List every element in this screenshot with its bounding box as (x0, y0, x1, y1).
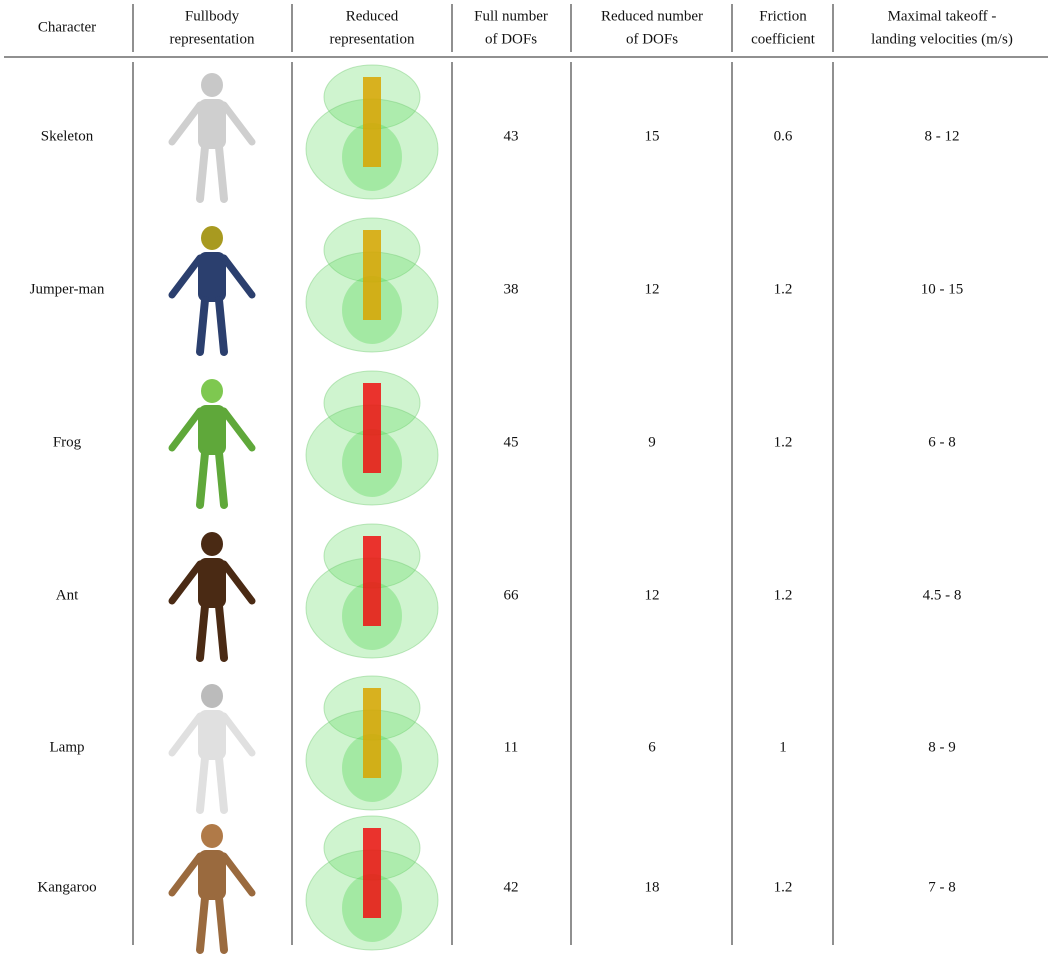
character-name: Lamp (50, 739, 85, 755)
figure-arm (220, 407, 256, 452)
reduced-image (305, 64, 439, 200)
reduced-image (305, 675, 439, 811)
figure-arm (168, 560, 204, 605)
figure-torso (198, 99, 226, 149)
figure-head (201, 226, 223, 250)
fullbody-image (168, 73, 256, 203)
character-name: Kangaroo (37, 879, 96, 895)
figure-arm (220, 560, 256, 605)
figure-torso (198, 558, 226, 608)
column-header: Character (38, 19, 96, 35)
table-cell: 0.6 (774, 128, 793, 144)
column-header: Maximal takeoff - (888, 8, 997, 24)
table-cell: 15 (645, 128, 660, 144)
fullbody-image (168, 379, 256, 509)
fullbody-image (168, 226, 256, 356)
column-header: of DOFs (485, 31, 537, 47)
figure-arm (220, 101, 256, 146)
table-cell: 12 (645, 587, 660, 603)
table-cell: 43 (504, 128, 519, 144)
column-header: Full number (474, 8, 548, 24)
table-cell: 1.2 (774, 434, 793, 450)
rigid-block (363, 688, 381, 778)
rigid-block (363, 536, 381, 626)
character-name: Jumper-man (30, 281, 105, 297)
table-cell: 6 - 8 (928, 434, 956, 450)
figure-leg (196, 449, 209, 509)
table-cell: 45 (504, 434, 519, 450)
figure-torso (198, 710, 226, 760)
table-cell: 1.2 (774, 281, 793, 297)
figure-leg (215, 143, 228, 203)
fullbody-image (168, 684, 256, 814)
figure-arm (220, 712, 256, 757)
table-cell: 1.2 (774, 879, 793, 895)
table-cell: 9 (648, 434, 656, 450)
figure-arm (168, 101, 204, 146)
figure-arm (168, 712, 204, 757)
fullbody-image (168, 824, 256, 954)
character-name: Ant (56, 587, 79, 603)
table-cell: 6 (648, 739, 656, 755)
column-separators (132, 4, 834, 945)
figure-arm (220, 254, 256, 299)
figure-leg (196, 754, 209, 814)
column-header: representation (330, 31, 415, 47)
rigid-block (363, 828, 381, 918)
reduced-image (305, 815, 439, 951)
figure-torso (198, 405, 226, 455)
column-header: Fullbody (185, 8, 240, 24)
rigid-block (363, 77, 381, 167)
figure-leg (215, 296, 228, 356)
fullbody-image (168, 532, 256, 662)
figure-torso (198, 850, 226, 900)
figure-head (201, 684, 223, 708)
figure-leg (196, 894, 209, 954)
column-header: Friction (759, 8, 807, 24)
table-cell: 42 (504, 879, 519, 895)
table-cell: 8 - 12 (925, 128, 960, 144)
figure-arm (220, 852, 256, 897)
figure-leg (215, 449, 228, 509)
figure-torso (198, 252, 226, 302)
column-header: Reduced number (601, 8, 703, 24)
table-cell: 1 (779, 739, 787, 755)
column-header: representation (170, 31, 255, 47)
figure-arm (168, 254, 204, 299)
table-cell: 10 - 15 (921, 281, 964, 297)
reduced-image (305, 370, 439, 506)
table-cell: 1.2 (774, 587, 793, 603)
figure-leg (215, 894, 228, 954)
character-name: Skeleton (41, 128, 94, 144)
column-header: landing velocities (m/s) (871, 31, 1013, 47)
figure-leg (215, 602, 228, 662)
figure-head (201, 824, 223, 848)
table-cell: 66 (504, 587, 520, 603)
figure-head (201, 532, 223, 556)
figure-leg (196, 296, 209, 356)
table-cell: 8 - 9 (928, 739, 956, 755)
reduced-image (305, 217, 439, 353)
character-name: Frog (53, 434, 82, 450)
rigid-block (363, 383, 381, 473)
figure-head (201, 73, 223, 97)
table-cell: 18 (645, 879, 660, 895)
figure-leg (196, 602, 209, 662)
figure-arm (168, 852, 204, 897)
rigid-block (363, 230, 381, 320)
column-header: of DOFs (626, 31, 678, 47)
table-cell: 11 (504, 739, 518, 755)
figure-head (201, 379, 223, 403)
table-cell: 4.5 - 8 (923, 587, 962, 603)
column-header: Reduced (346, 8, 399, 24)
table-cell: 7 - 8 (928, 879, 956, 895)
column-header: coefficient (751, 31, 816, 47)
reduced-image (305, 523, 439, 659)
figure-leg (215, 754, 228, 814)
table-cell: 38 (504, 281, 519, 297)
figure-arm (168, 407, 204, 452)
table-cell: 12 (645, 281, 660, 297)
figure-leg (196, 143, 209, 203)
